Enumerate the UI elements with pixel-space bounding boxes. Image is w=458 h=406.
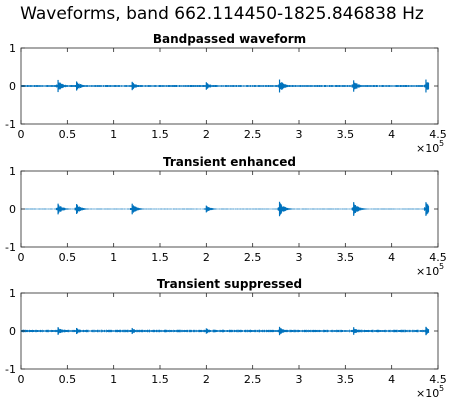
- y-tick-label: -1: [5, 118, 16, 131]
- subplot-panels: Bandpassed waveform 0 0.5 1 1.5 2 2.5 3 3.5 4 4.5 -…: [5, 32, 447, 400]
- x-tick-label: 2: [203, 373, 210, 386]
- y-tick-label: 0: [9, 80, 16, 93]
- y-tick-label: 0: [9, 325, 16, 338]
- x-tick-label: 2.5: [244, 128, 262, 141]
- x-multiplier-base: ×10: [416, 265, 439, 278]
- figure-suptitle: Waveforms, band 662.114450-1825.846838 H…: [20, 4, 424, 24]
- subplot-title: Bandpassed waveform: [153, 32, 306, 46]
- subplot-title: Transient suppressed: [157, 277, 302, 291]
- y-tick-label: -1: [5, 241, 16, 254]
- x-tick-label: 1: [110, 373, 117, 386]
- subplot-1: Bandpassed waveform 0 0.5 1 1.5 2 2.5 3 3.5 4 4.5 -…: [5, 32, 447, 155]
- x-tick-label: 4: [388, 251, 395, 264]
- x-tick-label: 0.5: [59, 128, 77, 141]
- x-tick-label: 2.5: [244, 373, 262, 386]
- x-tick-label: 4.5: [429, 128, 447, 141]
- x-tick-label: 4: [388, 373, 395, 386]
- x-tick-label: 1: [110, 128, 117, 141]
- x-tick-label: 0.5: [59, 373, 77, 386]
- x-multiplier-exponent: 5: [439, 384, 444, 393]
- y-tick-label: 1: [9, 287, 16, 300]
- x-tick-label: 1.5: [151, 128, 169, 141]
- x-tick-label: 1.5: [151, 251, 169, 264]
- x-tick-label: 3.5: [337, 373, 355, 386]
- x-multiplier-base: ×10: [416, 387, 439, 400]
- x-tick-label: 0: [18, 128, 25, 141]
- x-tick-label: 0.5: [59, 251, 77, 264]
- x-tick-label: 2: [203, 251, 210, 264]
- x-multiplier-exponent: 5: [439, 262, 444, 271]
- y-tick-label: -1: [5, 363, 16, 376]
- x-tick-label: 0: [18, 373, 25, 386]
- x-tick-label: 2.5: [244, 251, 262, 264]
- x-tick-label: 3: [296, 128, 303, 141]
- x-tick-label: 4.5: [429, 373, 447, 386]
- y-tick-label: 1: [9, 42, 16, 55]
- x-tick-label: 3: [296, 251, 303, 264]
- x-tick-label: 3.5: [337, 128, 355, 141]
- y-tick-label: 0: [9, 203, 16, 216]
- x-tick-label: 3.5: [337, 251, 355, 264]
- waveform-series: [20, 79, 430, 93]
- subplot-3: Transient suppressed 0 0.5 1 1.5 2 2.5 3 3.5 4 4.5…: [5, 277, 447, 400]
- y-tick-label: 1: [9, 165, 16, 178]
- x-tick-label: 2: [203, 128, 210, 141]
- x-tick-label: 1: [110, 251, 117, 264]
- subplot-title: Transient enhanced: [163, 155, 296, 169]
- x-tick-label: 4.5: [429, 251, 447, 264]
- x-tick-label: 0: [18, 251, 25, 264]
- x-multiplier-exponent: 5: [439, 139, 444, 148]
- subplot-2: Transient enhanced 0 0.5 1 1.5 2 2.5 3 3.5 4 4.5 -1…: [5, 155, 447, 278]
- x-multiplier-base: ×10: [416, 142, 439, 155]
- x-tick-label: 3: [296, 373, 303, 386]
- x-tick-label: 4: [388, 128, 395, 141]
- x-tick-label: 1.5: [151, 373, 169, 386]
